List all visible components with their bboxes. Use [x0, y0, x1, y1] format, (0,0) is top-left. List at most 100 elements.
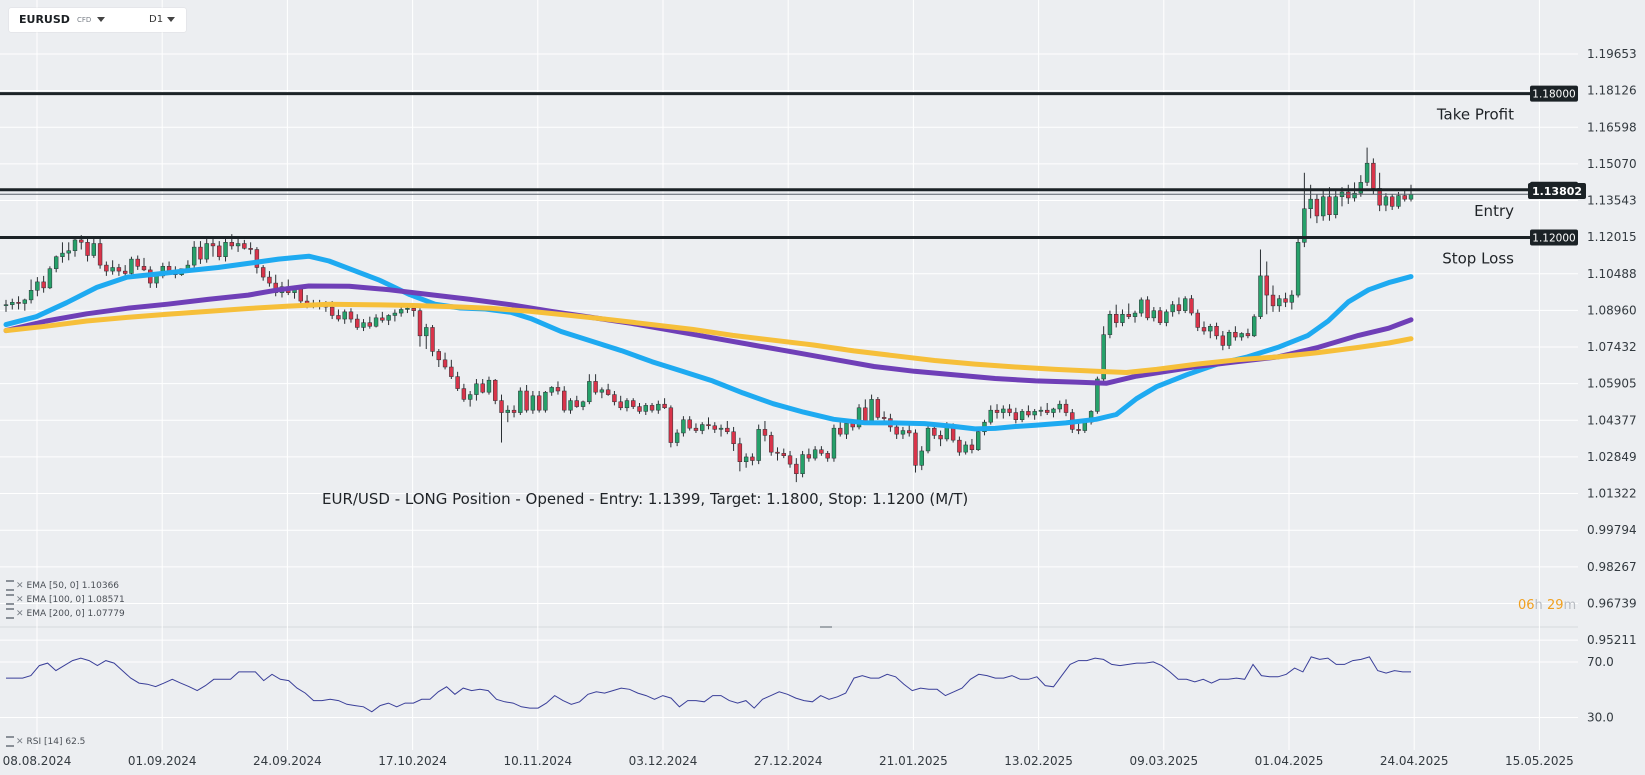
candle-body	[198, 246, 203, 260]
candle-body	[1176, 304, 1182, 311]
settings-icon[interactable]	[6, 608, 14, 619]
candle	[800, 450, 805, 478]
countdown-hours: 06	[1518, 598, 1535, 613]
candle-body	[587, 381, 592, 403]
candle	[549, 386, 554, 396]
remove-icon[interactable]: ✕	[16, 595, 24, 605]
candle	[743, 453, 749, 468]
level-tag-box	[1530, 85, 1578, 102]
candle	[530, 390, 536, 414]
price-tick-label: 1.08960	[1587, 303, 1637, 317]
symbol-selector[interactable]: EURUSD	[19, 13, 70, 26]
remove-icon[interactable]: ✕	[16, 609, 24, 619]
remove-icon[interactable]: ✕	[16, 581, 24, 591]
candle	[599, 387, 605, 399]
candle	[355, 314, 360, 330]
current-price-tag: 1.13802	[1528, 183, 1586, 199]
candle	[750, 453, 755, 466]
candle-body	[1308, 198, 1313, 209]
current-price-box	[1528, 183, 1586, 199]
candle	[656, 400, 661, 414]
candle	[1283, 292, 1288, 308]
candle-body	[812, 449, 818, 459]
symbol-dropdown-arrow-icon[interactable]	[97, 17, 105, 22]
candle-body	[1358, 182, 1364, 194]
candle-body	[141, 266, 147, 271]
candle-body	[511, 409, 517, 413]
candle	[1189, 295, 1194, 316]
candle-body	[1226, 331, 1232, 346]
candle	[976, 429, 981, 451]
candle	[568, 398, 573, 414]
candle-body	[342, 311, 347, 320]
settings-icon[interactable]	[6, 594, 14, 605]
candle-body	[254, 249, 260, 268]
candle-body	[1320, 196, 1326, 217]
settings-icon[interactable]	[6, 736, 14, 747]
candle	[593, 374, 598, 395]
candle	[1208, 323, 1213, 339]
candle	[1195, 309, 1200, 332]
candle-body	[1239, 333, 1244, 338]
candle	[85, 236, 90, 262]
candle-body	[1132, 312, 1138, 317]
ema-lines	[3, 253, 1414, 432]
settings-icon[interactable]	[6, 580, 14, 591]
candle-body	[919, 450, 924, 466]
candle	[22, 298, 28, 311]
candle-body	[725, 427, 730, 433]
candle-body	[97, 243, 103, 266]
candle-body	[731, 431, 736, 445]
candle-body	[838, 427, 843, 435]
candle	[712, 422, 717, 433]
timeframe-dropdown-arrow-icon[interactable]	[167, 17, 175, 22]
candle	[129, 256, 134, 278]
candle-body	[781, 453, 786, 456]
candle	[687, 416, 692, 431]
candle-body	[580, 401, 586, 407]
candle-body	[750, 456, 755, 461]
candle-body	[549, 387, 554, 393]
candle-body	[411, 308, 416, 311]
candle-body	[72, 239, 78, 251]
candle	[919, 446, 924, 471]
candle	[994, 404, 1000, 419]
ema200-legend: ✕ EMA [200, 0] 1.07779	[6, 608, 125, 619]
candle-body	[769, 435, 774, 453]
candle-body	[881, 417, 887, 419]
candle-body	[1126, 314, 1131, 317]
candle-body	[79, 239, 84, 243]
candle-body	[449, 366, 454, 377]
candle-body	[373, 317, 379, 327]
candle	[1032, 408, 1037, 420]
countdown-minutes: 29	[1546, 598, 1564, 613]
price-tick-label: 1.12015	[1587, 230, 1637, 244]
timeframe-selector[interactable]: D1	[149, 14, 164, 25]
candle	[838, 419, 843, 437]
candle	[436, 349, 441, 368]
candle	[505, 405, 510, 423]
candle	[474, 379, 479, 401]
candle-body	[1314, 198, 1320, 217]
candle-body	[1157, 310, 1163, 323]
candle	[1277, 295, 1282, 312]
candle	[1352, 182, 1357, 202]
candle-body	[693, 427, 699, 431]
candle-body	[1051, 408, 1056, 413]
candle	[518, 387, 523, 415]
candle-body	[486, 379, 492, 393]
candle-body	[336, 315, 341, 320]
candle	[198, 241, 203, 264]
candle-body	[743, 456, 749, 462]
candle	[900, 426, 906, 439]
candle	[499, 394, 504, 443]
candle-body	[907, 430, 912, 434]
candle	[210, 237, 216, 257]
candle-body	[35, 281, 40, 291]
remove-icon[interactable]: ✕	[16, 737, 24, 747]
ema100-line	[3, 283, 1414, 386]
candle-body	[217, 245, 222, 257]
candle	[60, 242, 65, 263]
candle-body	[110, 267, 115, 272]
candle-body	[442, 359, 448, 368]
